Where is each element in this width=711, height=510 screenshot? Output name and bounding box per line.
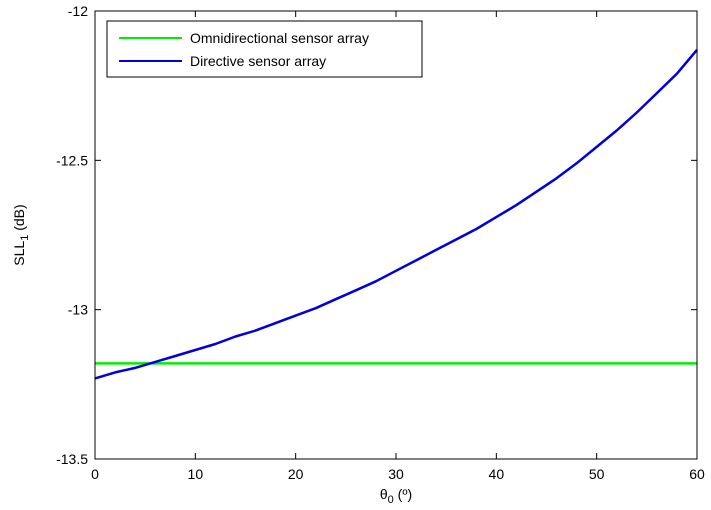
y-axis-label-unit: (dB) xyxy=(11,204,27,234)
y-axis-label: SLL1 (dB) xyxy=(11,204,31,265)
x-axis-label-subscript: 0 xyxy=(388,494,394,506)
series-layer xyxy=(94,48,698,380)
x-axis-label: θ0 (º) xyxy=(380,486,412,506)
y-axis-label-subscript: 1 xyxy=(19,235,31,241)
legend-box xyxy=(106,20,423,78)
legend-label-omnidirectional: Omnidirectional sensor array xyxy=(190,30,369,46)
y-tick-label: -12 xyxy=(68,3,88,19)
x-tick-label: 50 xyxy=(589,466,605,482)
y-axis-label-base: SLL xyxy=(11,241,27,266)
ticks-layer: 0 10 20 30 40 50 60 -13.5 -13 -12.5 -12 xyxy=(56,3,705,482)
legend-label-directive: Directive sensor array xyxy=(190,53,326,69)
y-tick-label: -13 xyxy=(68,302,88,318)
y-tick-label: -13.5 xyxy=(56,451,88,467)
x-axis-label-base: θ xyxy=(380,486,388,502)
x-tick-label: 10 xyxy=(188,466,204,482)
x-tick-label: 30 xyxy=(388,466,404,482)
legend: Omnidirectional sensor array Directive s… xyxy=(106,20,423,78)
x-tick-label: 0 xyxy=(91,466,99,482)
x-tick-label: 20 xyxy=(288,466,304,482)
x-axis-label-unit: (º) xyxy=(394,486,412,502)
plot-area-frame xyxy=(94,10,698,460)
series-line-directive xyxy=(94,48,698,380)
x-tick-label: 60 xyxy=(689,466,705,482)
x-tick-label: 40 xyxy=(489,466,505,482)
y-tick-label: -12.5 xyxy=(56,152,88,168)
